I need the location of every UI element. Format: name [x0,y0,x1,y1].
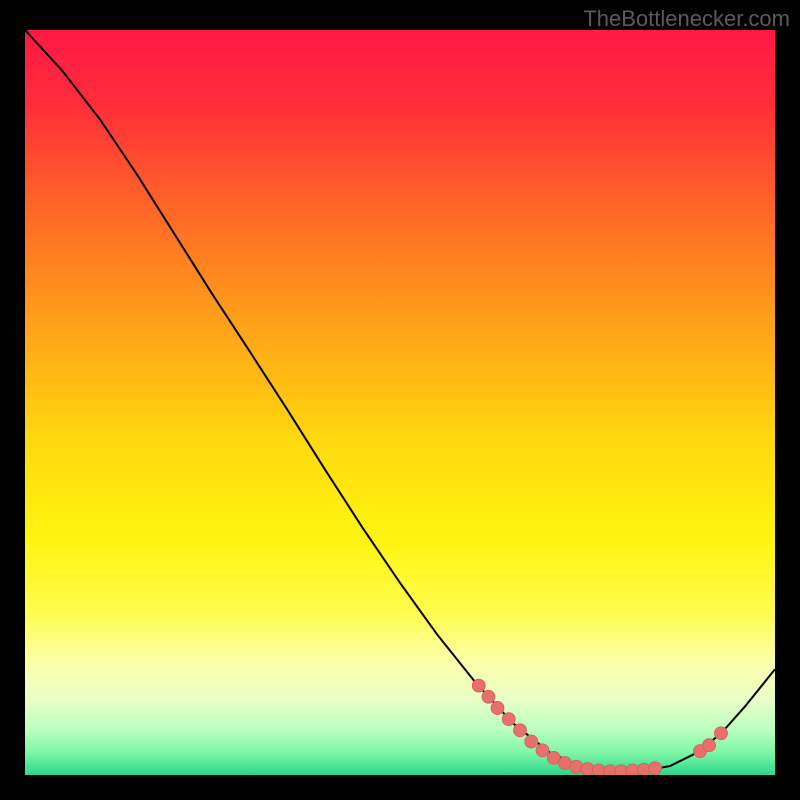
plot-area [25,30,775,775]
marker-dot [703,739,716,752]
marker-dot [592,764,605,775]
bottleneck-curve [25,30,775,771]
marker-dot [502,713,515,726]
curve-markers [472,679,727,775]
marker-dot [482,690,495,703]
marker-dot [570,760,583,773]
marker-dot [715,727,728,740]
marker-dot [581,763,594,775]
marker-dot [649,762,662,775]
marker-dot [525,735,538,748]
curve-layer [25,30,775,775]
marker-dot [514,724,527,737]
marker-dot [472,679,485,692]
marker-dot [491,701,504,714]
watermark-text: TheBottlenecker.com [583,6,790,32]
marker-dot [536,744,549,757]
